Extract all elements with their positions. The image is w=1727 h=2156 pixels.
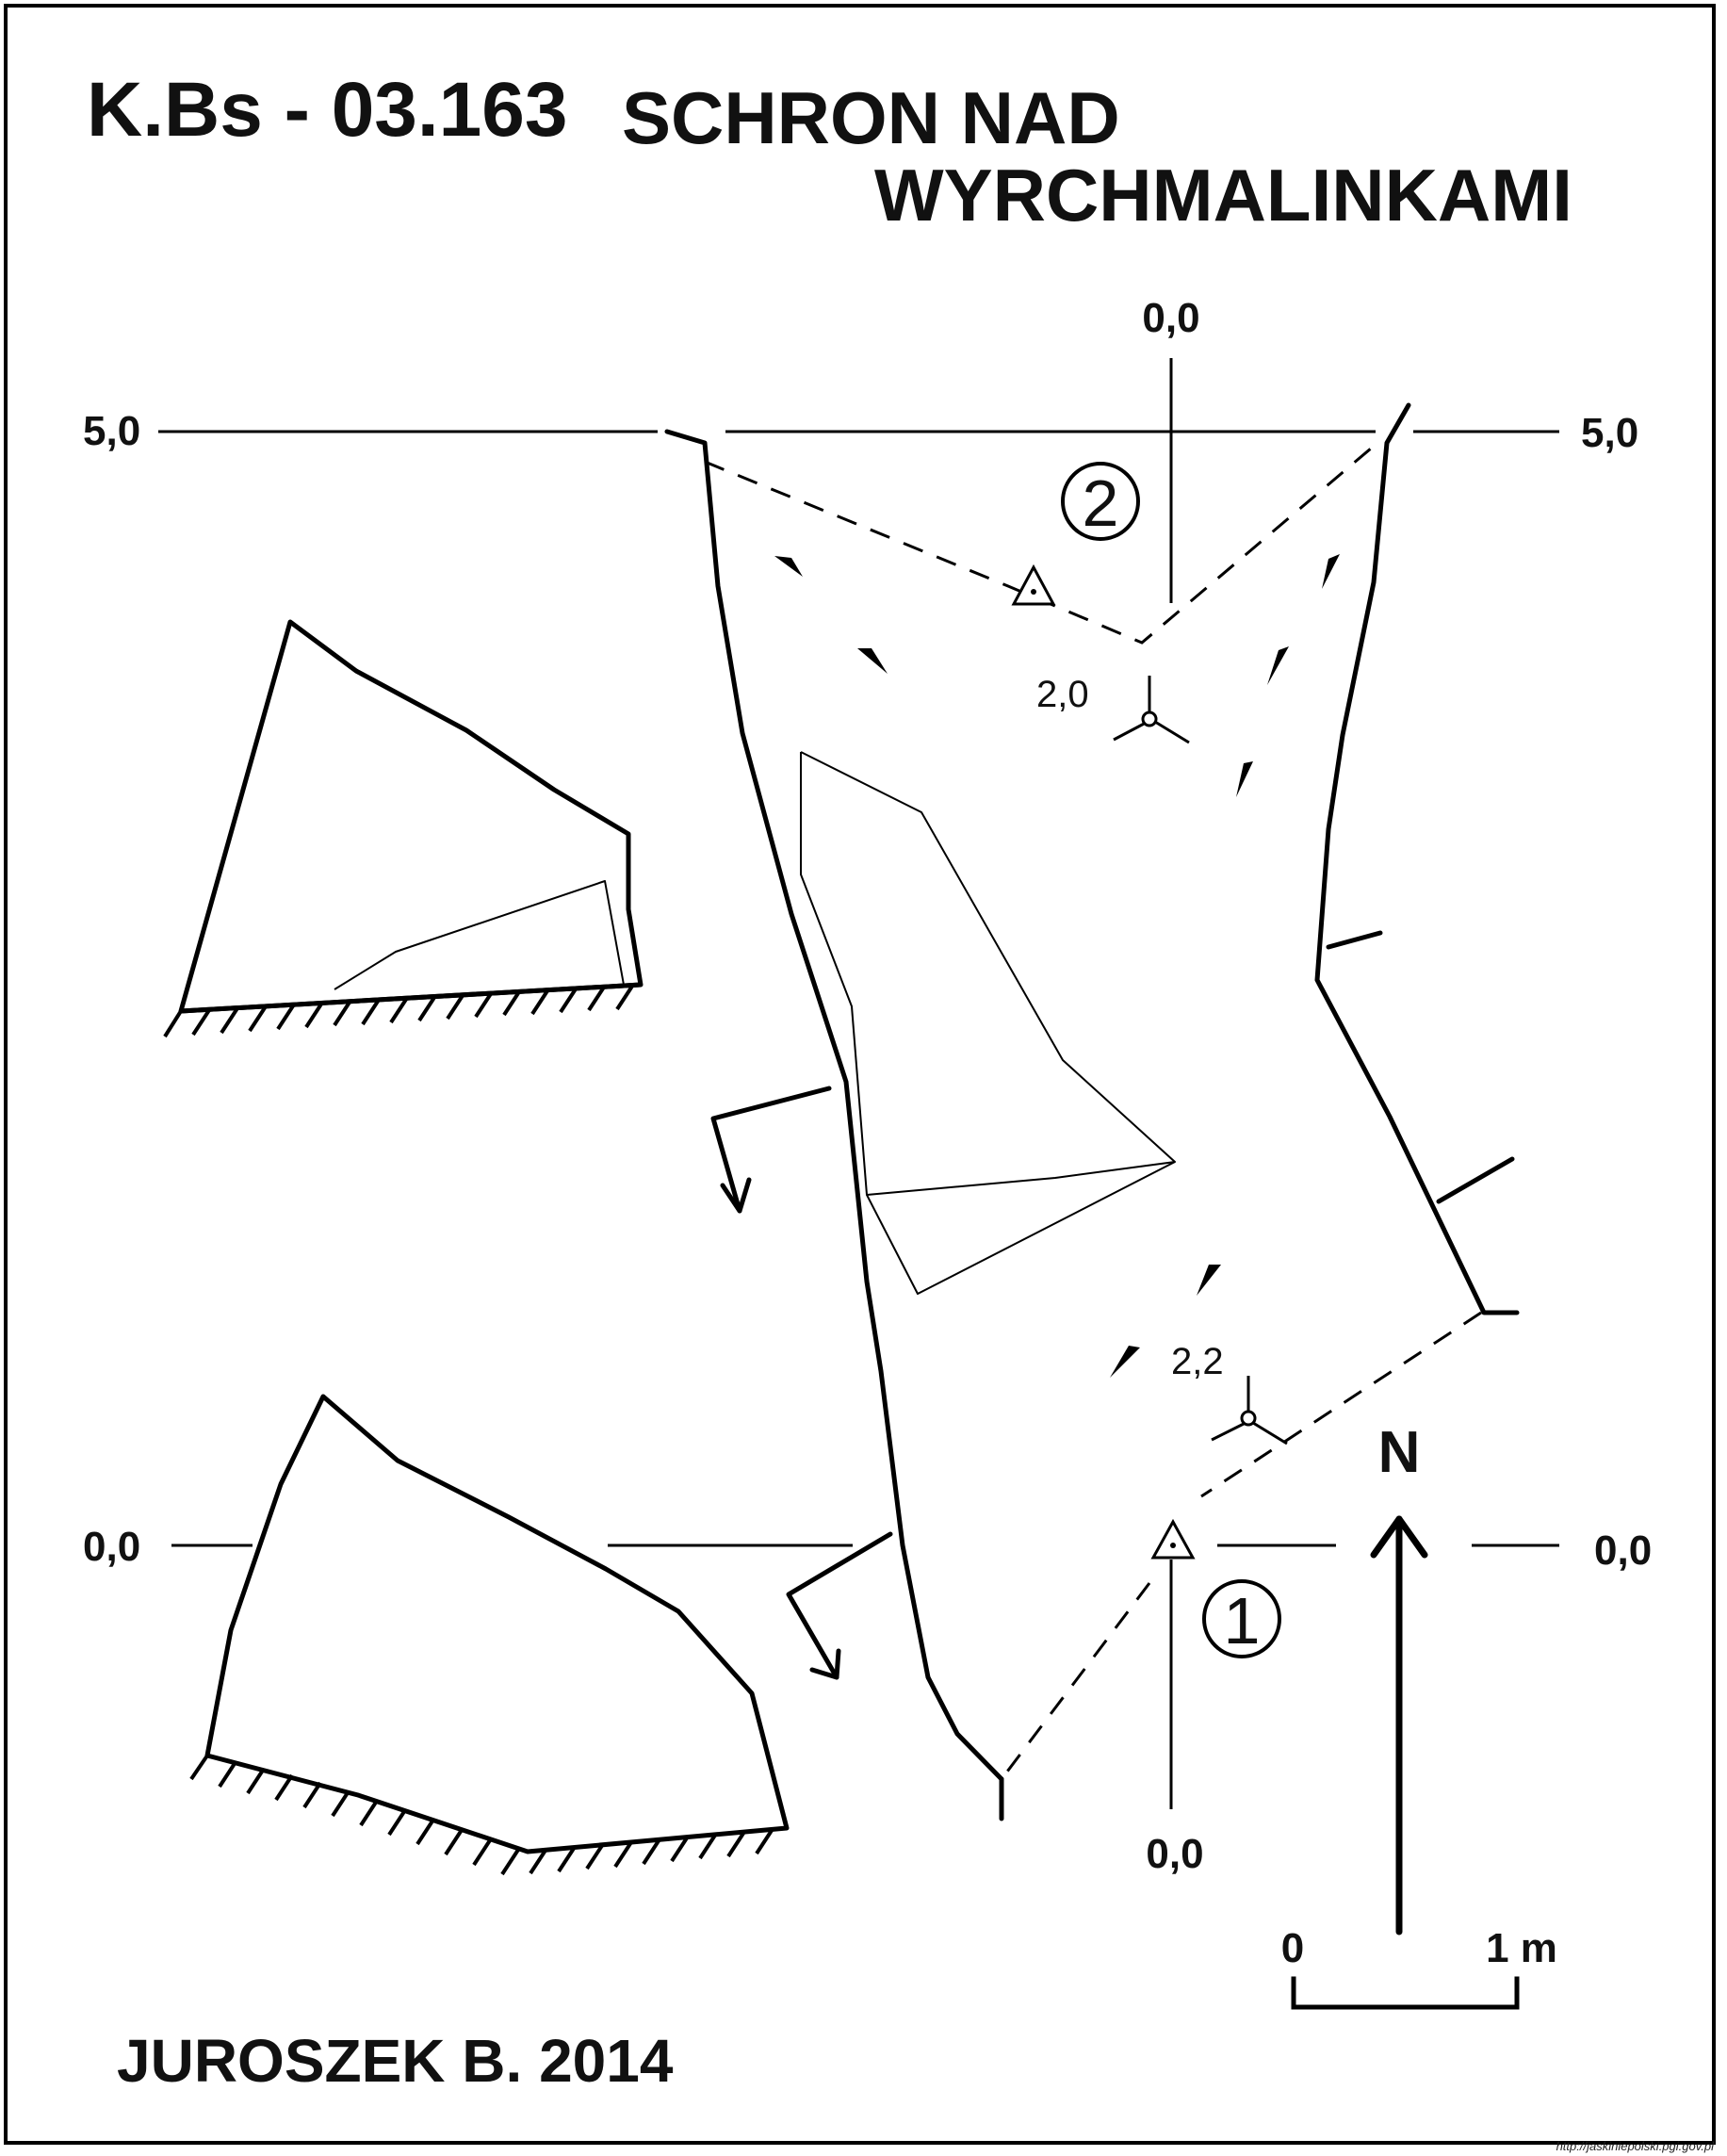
scale-start-label: 0 bbox=[1281, 1925, 1304, 1971]
survey-point-lower-icon bbox=[1150, 1518, 1196, 1560]
axis-bottom-label: 0,0 bbox=[1146, 1831, 1203, 1877]
axis-top-label: 0,0 bbox=[1142, 295, 1199, 341]
north-arrow-icon bbox=[1370, 1515, 1428, 1936]
height-lower-label: 2,2 bbox=[1171, 1341, 1224, 1382]
cave-name-line2: WYRCHMALINKAMI bbox=[874, 154, 1572, 237]
station-1-label: 1 bbox=[1224, 1584, 1261, 1658]
source-url: http://jaskiniepolski.pgi.gov.pl bbox=[1556, 2139, 1714, 2153]
cave-plan-outline bbox=[664, 402, 1520, 1821]
survey-author: JUROSZEK B. 2014 bbox=[117, 2027, 674, 2095]
map-frame bbox=[4, 4, 1716, 2145]
scale-bar bbox=[1291, 1976, 1520, 2010]
height-marker-upper-icon bbox=[1113, 676, 1190, 744]
cross-section-upper bbox=[163, 619, 644, 1038]
dripline-dashed bbox=[704, 441, 1482, 1780]
height-marker-lower-icon bbox=[1211, 1376, 1288, 1446]
north-label: N bbox=[1378, 1420, 1421, 1485]
height-upper-label: 2,0 bbox=[1036, 674, 1089, 715]
level-upper-right-label: 5,0 bbox=[1581, 410, 1638, 456]
station-1-marker: 1 bbox=[1202, 1579, 1281, 1658]
boulder-outline bbox=[800, 751, 1176, 1295]
section-arrow-upper-icon bbox=[710, 1086, 832, 1214]
survey-point-upper-icon bbox=[1011, 564, 1056, 606]
slope-marks bbox=[774, 554, 1340, 1378]
cave-code: K.Bs - 03.163 bbox=[87, 67, 568, 153]
level-lower-right-label: 0,0 bbox=[1594, 1527, 1652, 1574]
section-arrow-lower-icon bbox=[786, 1531, 893, 1680]
scale-end-label: 1 m bbox=[1486, 1925, 1557, 1971]
cross-section-lower bbox=[189, 1394, 790, 1876]
station-2-marker: 2 bbox=[1061, 462, 1140, 541]
station-2-label: 2 bbox=[1083, 466, 1119, 540]
cave-name-line1: SCHRON NAD bbox=[622, 76, 1120, 159]
level-lower-left-label: 0,0 bbox=[83, 1524, 140, 1570]
wall-ticks bbox=[1326, 930, 1515, 1204]
level-upper-left-label: 5,0 bbox=[83, 408, 140, 454]
